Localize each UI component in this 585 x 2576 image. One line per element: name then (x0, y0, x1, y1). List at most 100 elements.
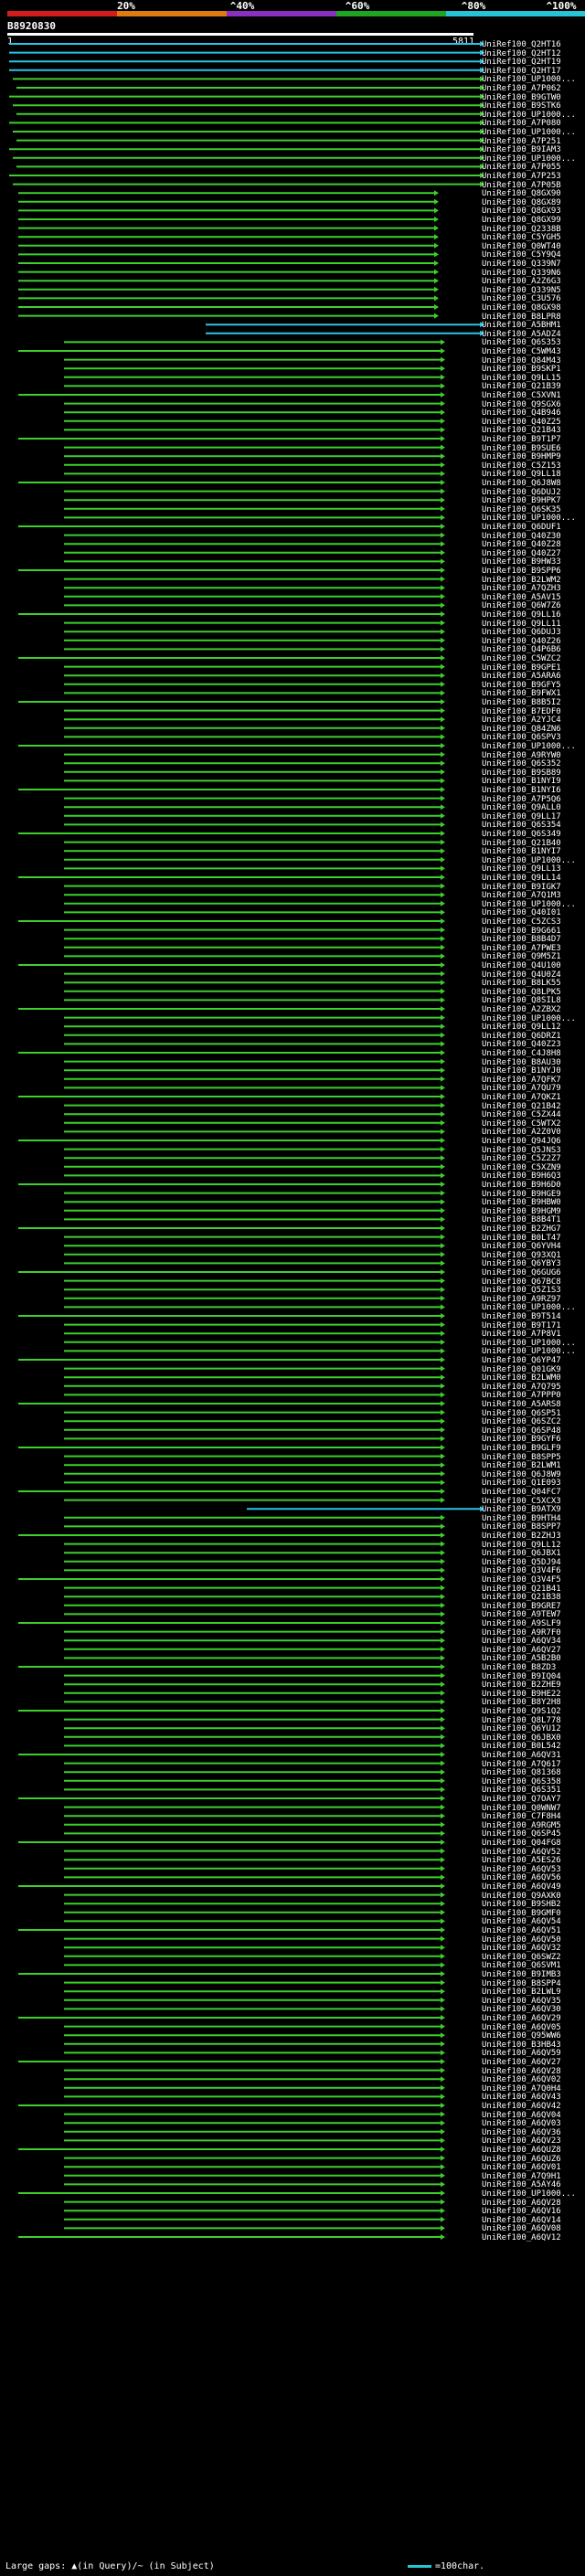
hit-label[interactable]: UniRef100_Q6SP51 (482, 1408, 561, 1418)
hit-label[interactable]: UniRef100_Q2338B (482, 224, 561, 234)
hit-label[interactable]: UniRef100_A7Q1M3 (482, 891, 561, 901)
hit-label[interactable]: UniRef100_A6QV05 (482, 2022, 561, 2032)
hit-label[interactable]: UniRef100_Q6SZC2 (482, 1417, 561, 1427)
hit-label[interactable]: UniRef100_Q6S351 (482, 1786, 561, 1796)
hit-label[interactable]: UniRef100_UP1000... (482, 1013, 576, 1023)
hit-label[interactable]: UniRef100_A9TEW7 (482, 1610, 561, 1620)
hit-label[interactable]: UniRef100_A2Z6G3 (482, 277, 561, 287)
hit-label[interactable]: UniRef100_Q40Z30 (482, 531, 561, 541)
hit-label[interactable]: UniRef100_UP1000... (482, 154, 576, 164)
hit-label[interactable]: UniRef100_A6QV36 (482, 2127, 561, 2137)
hit-label[interactable]: UniRef100_B9HGM9 (482, 1206, 561, 1216)
hit-label[interactable]: UniRef100_Q6S352 (482, 759, 561, 769)
hit-label[interactable]: UniRef100_A7PWE3 (482, 943, 561, 953)
hit-label[interactable]: UniRef100_A7P251 (482, 136, 561, 146)
hit-label[interactable]: UniRef100_Q6SWZ2 (482, 1952, 561, 1962)
hit-label[interactable]: UniRef100_UP1000... (482, 128, 576, 137)
hit-label[interactable]: UniRef100_B9HGE9 (482, 1189, 561, 1199)
hit-label[interactable]: UniRef100_Q4P6B6 (482, 645, 561, 655)
hit-label[interactable]: UniRef100_B8LPR8 (482, 312, 561, 322)
hit-label[interactable]: UniRef100_Q2HT17 (482, 66, 561, 76)
hit-label[interactable]: UniRef100_A6QV49 (482, 1882, 561, 1892)
hit-label[interactable]: UniRef100_Q21B41 (482, 1584, 561, 1594)
hit-label[interactable]: UniRef100_UP1000... (482, 2189, 576, 2199)
hit-label[interactable]: UniRef100_A6QV30 (482, 2005, 561, 2015)
hit-label[interactable]: UniRef100_A2YJC4 (482, 716, 561, 726)
hit-label[interactable]: UniRef100_B9HW33 (482, 557, 561, 567)
hit-label[interactable]: UniRef100_Q9ALL0 (482, 803, 561, 813)
hit-label[interactable]: UniRef100_Q8GX90 (482, 189, 561, 199)
hit-label[interactable]: UniRef100_B9HMP9 (482, 452, 561, 462)
hit-label[interactable]: UniRef100_B8SPP4 (482, 1978, 561, 1988)
hit-label[interactable]: UniRef100_A6QV34 (482, 1637, 561, 1647)
hit-label[interactable]: UniRef100_Q9LL14 (482, 874, 561, 883)
hit-label[interactable]: UniRef100_B9HBW0 (482, 1198, 561, 1208)
hit-label[interactable]: UniRef100_B7EDF0 (482, 706, 561, 716)
hit-label[interactable]: UniRef100_Q5DJ94 (482, 1557, 561, 1567)
hit-label[interactable]: UniRef100_A5ADZ4 (482, 329, 561, 339)
hit-label[interactable]: UniRef100_B9GFY5 (482, 680, 561, 690)
hit-label[interactable]: UniRef100_B9T171 (482, 1320, 561, 1330)
hit-label[interactable]: UniRef100_Q01GK9 (482, 1364, 561, 1374)
hit-label[interactable]: UniRef100_A6QV04 (482, 2110, 561, 2120)
hit-label[interactable]: UniRef100_Q67BC8 (482, 1277, 561, 1287)
hit-label[interactable]: UniRef100_C5WTX2 (482, 1118, 561, 1129)
hit-label[interactable]: UniRef100_C5WZC2 (482, 654, 561, 663)
hit-label[interactable]: UniRef100_Q6SPV3 (482, 733, 561, 743)
hit-label[interactable]: UniRef100_A6QV29 (482, 2014, 561, 2023)
hit-label[interactable]: UniRef100_C5YGH5 (482, 233, 561, 243)
hit-label[interactable]: UniRef100_UP1000... (482, 855, 576, 865)
hit-label[interactable]: UniRef100_UP1000... (482, 514, 576, 524)
hit-label[interactable]: UniRef100_B9GYF6 (482, 1435, 561, 1445)
hit-label[interactable]: UniRef100_Q6S354 (482, 821, 561, 831)
hit-label[interactable]: UniRef100_A6QV51 (482, 1926, 561, 1935)
hit-label[interactable]: UniRef100_B9H6D0 (482, 1181, 561, 1190)
hit-label[interactable]: UniRef100_A6QUZ6 (482, 2154, 561, 2164)
hit-label[interactable]: UniRef100_A6QUZ8 (482, 2146, 561, 2155)
hit-label[interactable]: UniRef100_C5XZN9 (482, 1162, 561, 1172)
hit-label[interactable]: UniRef100_Q9LL13 (482, 864, 561, 875)
hit-label[interactable]: UniRef100_Q8LPK5 (482, 987, 561, 997)
hit-label[interactable]: UniRef100_A6QV54 (482, 1917, 561, 1927)
hit-label[interactable]: UniRef100_B2LWL9 (482, 1988, 561, 1998)
hit-label[interactable]: UniRef100_A6QV50 (482, 1935, 561, 1945)
hit-label[interactable]: UniRef100_A6QV56 (482, 1873, 561, 1883)
hit-label[interactable]: UniRef100_Q2HT12 (482, 48, 561, 58)
hit-label[interactable]: UniRef100_B9HPK7 (482, 496, 561, 506)
hit-label[interactable]: UniRef100_B1NYI9 (482, 777, 561, 787)
hit-label[interactable]: UniRef100_B8B4D7 (482, 935, 561, 945)
hit-label[interactable]: UniRef100_C5Y9Q4 (482, 250, 561, 260)
hit-label[interactable]: UniRef100_B8Y2H8 (482, 1698, 561, 1708)
hit-label[interactable]: UniRef100_Q8GX98 (482, 303, 561, 313)
hit-label[interactable]: UniRef100_B9T514 (482, 1312, 561, 1321)
hit-label[interactable]: UniRef100_A5AV15 (482, 592, 561, 602)
hit-label[interactable]: UniRef100_B8SPP7 (482, 1522, 561, 1532)
hit-label[interactable]: UniRef100_A7QFK7 (482, 1075, 561, 1085)
hit-label[interactable]: UniRef100_A7P062 (482, 84, 561, 93)
hit-label[interactable]: UniRef100_A7Q0H4 (482, 2083, 561, 2094)
hit-label[interactable]: UniRef100_A5ES26 (482, 1856, 561, 1866)
hit-label[interactable]: UniRef100_A6QV32 (482, 1944, 561, 1954)
hit-label[interactable]: UniRef100_B9G661 (482, 926, 561, 936)
hit-label[interactable]: UniRef100_Q6S349 (482, 830, 561, 839)
hit-label[interactable]: UniRef100_UP1000... (482, 75, 576, 85)
hit-label[interactable]: UniRef100_Q94JQ6 (482, 1137, 561, 1146)
hit-label[interactable]: UniRef100_A6QV28 (482, 2198, 561, 2208)
hit-label[interactable]: UniRef100_Q6SK35 (482, 504, 561, 514)
hit-label[interactable]: UniRef100_Q7OAY7 (482, 1795, 561, 1804)
hit-label[interactable]: UniRef100_Q1E093 (482, 1479, 561, 1489)
hit-label[interactable]: UniRef100_Q3V4F5 (482, 1575, 561, 1585)
hit-label[interactable]: UniRef100_A9RGM5 (482, 1820, 561, 1830)
hit-label[interactable]: UniRef100_B8B4T1 (482, 1215, 561, 1225)
hit-label[interactable]: UniRef100_A6QV53 (482, 1864, 561, 1874)
hit-label[interactable]: UniRef100_B0LT47 (482, 1233, 561, 1243)
hit-label[interactable]: UniRef100_Q95WW6 (482, 2031, 561, 2041)
hit-label[interactable]: UniRef100_A5ARS8 (482, 1400, 561, 1409)
hit-label[interactable]: UniRef100_B9GRE7 (482, 1601, 561, 1611)
hit-label[interactable]: UniRef100_Q9LL15 (482, 373, 561, 383)
hit-label[interactable]: UniRef100_A7QU79 (482, 1084, 561, 1094)
hit-label[interactable]: UniRef100_Q6DUF1 (482, 523, 561, 532)
hit-label[interactable]: UniRef100_Q9SGX6 (482, 399, 561, 409)
hit-label[interactable]: UniRef100_B9SB89 (482, 768, 561, 778)
hit-label[interactable]: UniRef100_A6QV28 (482, 2066, 561, 2076)
